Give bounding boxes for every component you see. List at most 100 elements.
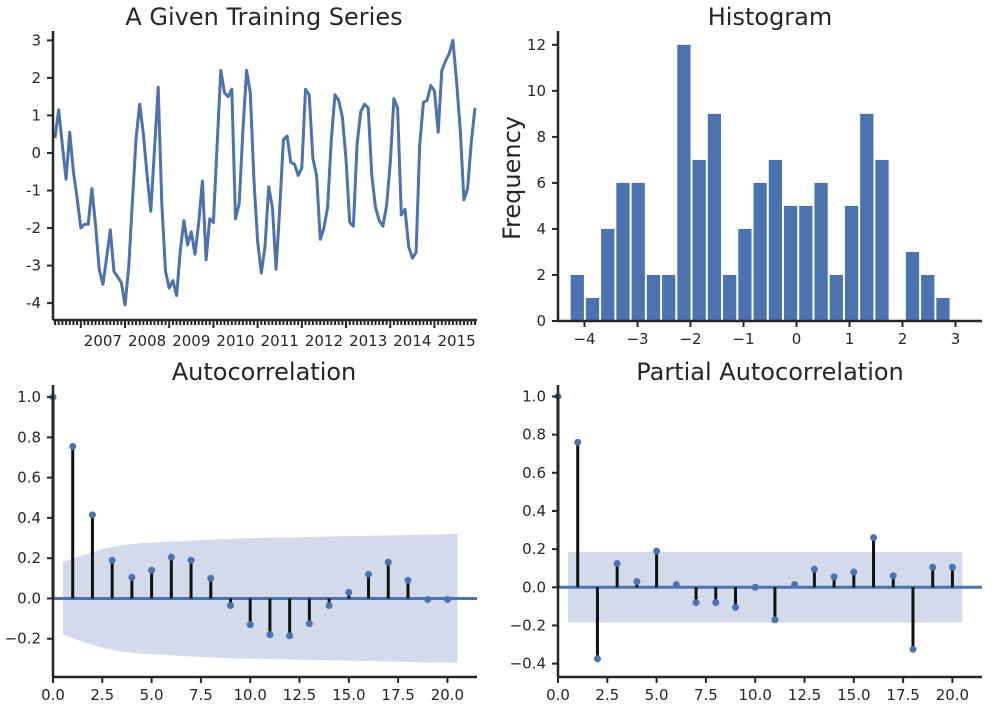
histogram-bar xyxy=(753,182,767,321)
pacf-point xyxy=(574,438,582,446)
histogram-x-tick-label: 3 xyxy=(951,330,961,348)
acf-point xyxy=(266,631,274,639)
acf-point xyxy=(226,602,234,610)
histogram-y-tick-label: 10 xyxy=(527,82,546,100)
acf-y-tick-label: 0.2 xyxy=(17,549,41,567)
pacf-point xyxy=(751,583,759,591)
pacf-x-tick-label: 0.0 xyxy=(546,686,570,704)
histogram-ylabel: Frequency xyxy=(498,116,526,240)
training-series-y-tick-label: -1 xyxy=(26,182,41,200)
acf-point xyxy=(167,553,175,561)
pacf-point xyxy=(593,655,601,663)
training-series-x-tick-label: 2014 xyxy=(393,332,431,350)
acf-panel: Autocorrelation −0.2 0.0 0.2 0.4 0.6 0.8 1.0 0.… xyxy=(5,358,477,704)
histogram-x-tick-label: 0 xyxy=(792,330,802,348)
training-series-x-tick-label: 2012 xyxy=(305,332,343,350)
acf-point xyxy=(108,556,116,564)
training-series-y-tick-label: -3 xyxy=(26,257,41,275)
pacf-point xyxy=(613,559,621,567)
histogram-x-tick-label: −2 xyxy=(679,330,701,348)
acf-point xyxy=(325,602,333,610)
pacf-x-tick-label: 15.0 xyxy=(837,686,870,704)
pacf-x-tick-label: 7.5 xyxy=(694,686,718,704)
histogram-bar xyxy=(829,274,843,321)
histogram-x-tick-label: 2 xyxy=(898,330,908,348)
training-series-line xyxy=(53,38,477,307)
pacf-point xyxy=(948,563,956,571)
histogram-bar xyxy=(585,297,600,321)
pacf-x-tick-label: 2.5 xyxy=(595,686,619,704)
acf-point xyxy=(128,573,136,581)
training-series-y-tick-label: -2 xyxy=(26,219,41,237)
acf-x-tick-label: 7.5 xyxy=(189,686,213,704)
pacf-point xyxy=(653,547,661,555)
training-series-x-tick-label: 2015 xyxy=(437,332,475,350)
pacf-point xyxy=(692,599,700,607)
histogram-bar xyxy=(738,228,752,321)
training-series-x-tick-label: 2007 xyxy=(84,332,122,350)
training-series-title: A Given Training Series xyxy=(125,3,402,31)
pacf-y-tick-label: 0.2 xyxy=(522,540,546,558)
histogram-x-tick-label: −3 xyxy=(626,330,648,348)
acf-point xyxy=(404,576,412,584)
acf-point xyxy=(69,442,77,450)
training-series-panel: A Given Training Series -4 -3 -2 -1 0 1 2 3 2007… xyxy=(26,3,477,350)
acf-x-tick-label: 10.0 xyxy=(234,686,267,704)
training-series-x-tick-label: 2008 xyxy=(128,332,166,350)
histogram-bar xyxy=(844,205,859,321)
pacf-point xyxy=(672,580,680,588)
histogram-y-tick-label: 4 xyxy=(536,220,546,238)
histogram-y-tick-label: 0 xyxy=(536,312,546,330)
pacf-y-tick-label: 1.0 xyxy=(522,387,546,405)
pacf-panel: Partial Autocorrelation −0.4 −0.2 0.0 0.2 0.… xyxy=(510,358,982,704)
training-series-y-tick-label: 1 xyxy=(31,106,41,124)
histogram-y-tick-label: 2 xyxy=(536,266,546,284)
histogram-bar xyxy=(921,274,935,321)
pacf-x-tick-label: 12.5 xyxy=(788,686,821,704)
acf-x-tick-label: 20.0 xyxy=(431,686,464,704)
histogram-x-tick-label: −1 xyxy=(732,330,754,348)
histogram-x-tick-label: 1 xyxy=(845,330,855,348)
histogram-bar xyxy=(860,113,874,321)
training-series-x-tick-label: 2013 xyxy=(349,332,387,350)
acf-x-tick-label: 2.5 xyxy=(90,686,114,704)
pacf-point xyxy=(889,572,897,580)
histogram-bar xyxy=(616,182,630,321)
acf-point xyxy=(148,566,156,574)
pacf-point xyxy=(830,573,838,581)
histogram-bar xyxy=(707,113,722,321)
acf-title: Autocorrelation xyxy=(172,358,357,386)
histogram-bar xyxy=(692,159,706,321)
acf-y-tick-label: 0.4 xyxy=(17,509,41,527)
pacf-point xyxy=(929,563,937,571)
pacf-y-tick-label: 0.0 xyxy=(522,578,546,596)
acf-x-tick-label: 15.0 xyxy=(332,686,365,704)
pacf-y-tick-label: −0.4 xyxy=(510,655,546,673)
histogram-bar xyxy=(936,297,950,321)
histogram-bar xyxy=(783,205,798,321)
pacf-x-tick-label: 10.0 xyxy=(739,686,772,704)
histogram-y-tick-label: 6 xyxy=(536,174,546,192)
acf-point xyxy=(365,570,373,578)
pacf-y-tick-label: 0.4 xyxy=(522,502,546,520)
histogram-bar xyxy=(570,274,584,321)
acf-x-tick-label: 12.5 xyxy=(283,686,316,704)
acf-x-tick-label: 0.0 xyxy=(41,686,65,704)
training-series-x-tick-label: 2009 xyxy=(172,332,210,350)
pacf-y-tick-label: −0.2 xyxy=(510,616,546,634)
acf-y-tick-label: 0.6 xyxy=(17,469,41,487)
pacf-point xyxy=(909,645,917,653)
acf-point xyxy=(88,511,96,519)
acf-point xyxy=(384,558,392,566)
acf-point xyxy=(305,620,313,628)
histogram-bar xyxy=(799,205,813,321)
histogram-bar xyxy=(631,182,645,321)
acf-point xyxy=(207,574,215,582)
acf-point xyxy=(345,588,353,596)
acf-point xyxy=(187,556,195,564)
pacf-point xyxy=(633,578,641,586)
acf-x-tick-label: 17.5 xyxy=(381,686,414,704)
pacf-point xyxy=(731,603,739,611)
